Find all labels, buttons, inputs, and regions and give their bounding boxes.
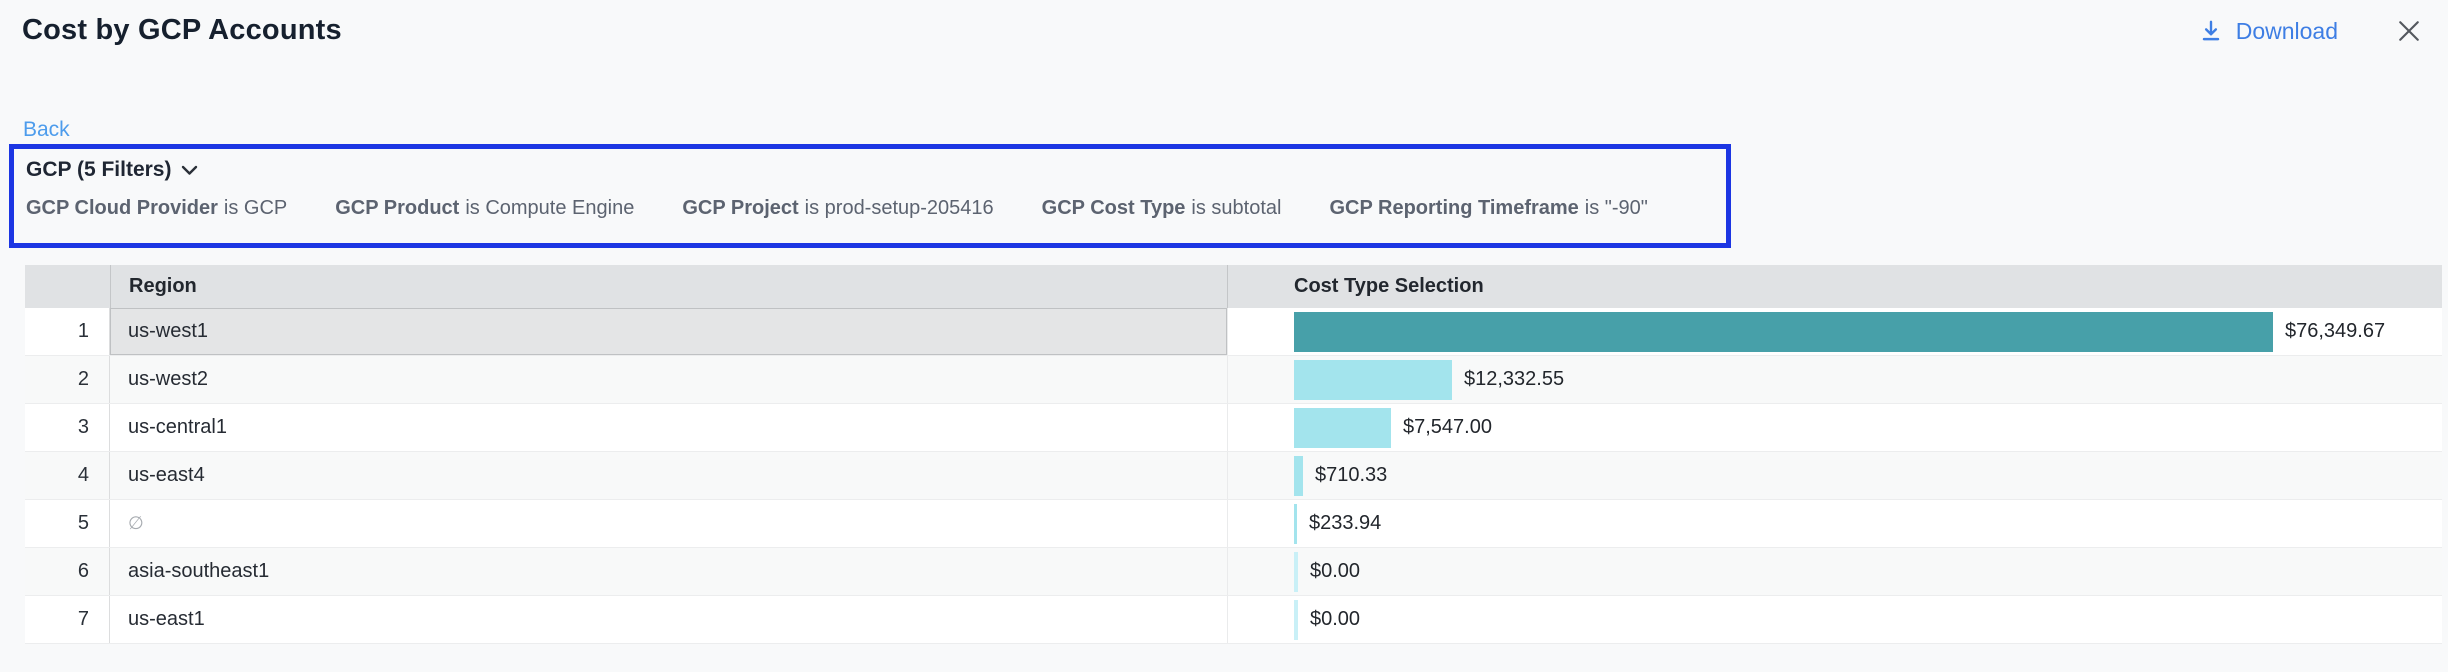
row-index: 4	[25, 452, 110, 499]
table-row[interactable]: 3 us-central1 $7,547.00	[25, 404, 2442, 452]
row-index: 7	[25, 596, 110, 643]
row-index: 6	[25, 548, 110, 595]
close-icon	[2399, 21, 2419, 41]
region-cell[interactable]: us-west1	[110, 308, 1227, 355]
region-cell[interactable]: us-west2	[128, 368, 209, 390]
cost-cell: $12,332.55	[1227, 356, 2442, 403]
filter-list: GCP Cloud Provider is GCP GCP Product is Co…	[26, 197, 1714, 220]
filter-chip[interactable]: GCP Reporting Timeframe is "-90"	[1329, 197, 1648, 219]
filter-chip[interactable]: GCP Cloud Provider is GCP	[26, 197, 288, 219]
cost-bar	[1294, 551, 1298, 592]
row-index: 3	[25, 404, 110, 451]
cost-cell: $7,547.00	[1227, 404, 2442, 451]
cost-bar	[1294, 455, 1303, 496]
filter-chip[interactable]: GCP Product is Compute Engine	[335, 197, 635, 219]
cost-value: $710.33	[1315, 464, 1388, 486]
table-row[interactable]: 1 us-west1 $76,349.67	[25, 308, 2442, 356]
back-link[interactable]: Back	[23, 118, 70, 141]
chevron-down-icon	[182, 165, 198, 175]
cost-bar	[1294, 503, 1297, 544]
filter-chip[interactable]: GCP Cost Type is subtotal	[1041, 197, 1282, 219]
region-cell[interactable]: us-east1	[128, 608, 205, 630]
column-header-region[interactable]: Region	[110, 265, 1227, 308]
top-actions: Download	[2198, 16, 2424, 46]
cost-bar	[1294, 599, 1298, 640]
filters-highlight-box: GCP (5 Filters) GCP Cloud Provider is GCP…	[9, 144, 1731, 248]
filter-chip-label: GCP Cost Type	[1041, 197, 1186, 219]
filter-chip-label: GCP Product	[335, 197, 460, 219]
row-index: 1	[25, 308, 110, 355]
column-header-cost-type-selection[interactable]: Cost Type Selection	[1227, 265, 2442, 308]
region-cell[interactable]: asia-southeast1	[128, 560, 270, 582]
cost-value: $76,349.67	[2285, 320, 2386, 342]
filter-chip-label: GCP Cloud Provider	[26, 197, 218, 219]
region-cell[interactable]: ∅	[128, 513, 144, 533]
filter-group-label: GCP (5 Filters)	[26, 158, 172, 181]
cost-value: $0.00	[1310, 560, 1361, 582]
cost-cell: $233.94	[1227, 500, 2442, 547]
filter-chip-label: GCP Project	[682, 197, 799, 219]
table-row[interactable]: 6 asia-southeast1 $0.00	[25, 548, 2442, 596]
row-index: 2	[25, 356, 110, 403]
cost-bar	[1294, 311, 2273, 352]
table-body: 1 us-west1 $76,349.67 2 us-west2 $12,332.55 3 u…	[25, 308, 2442, 644]
table-header-row: Region Cost Type Selection	[25, 265, 2442, 308]
filter-group-toggle[interactable]: GCP (5 Filters)	[26, 158, 198, 182]
table-row[interactable]: 2 us-west2 $12,332.55	[25, 356, 2442, 404]
row-index: 5	[25, 500, 110, 547]
table-row[interactable]: 7 us-east1 $0.00	[25, 596, 2442, 644]
region-cell[interactable]: us-east4	[128, 464, 205, 486]
download-label: Download	[2235, 17, 2338, 44]
table-row[interactable]: 4 us-east4 $710.33	[25, 452, 2442, 500]
cost-bar	[1294, 359, 1452, 400]
cost-bar	[1294, 407, 1391, 448]
cost-value: $233.94	[1309, 512, 1382, 534]
region-cell[interactable]: us-central1	[128, 416, 227, 438]
table-row[interactable]: 5 ∅ $233.94	[25, 500, 2442, 548]
column-header-index	[25, 265, 110, 308]
cost-cell: $0.00	[1227, 548, 2442, 595]
cost-table: Region Cost Type Selection 1 us-west1 $76,…	[25, 265, 2442, 644]
cost-value: $7,547.00	[1403, 416, 1492, 438]
cost-cell: $710.33	[1227, 452, 2442, 499]
filter-chip[interactable]: GCP Project is prod-setup-205416	[682, 197, 994, 219]
cost-cell: $76,349.67	[1227, 308, 2442, 355]
cost-value: $0.00	[1310, 608, 1361, 630]
close-button[interactable]	[2394, 16, 2424, 46]
filter-chip-label: GCP Reporting Timeframe	[1329, 197, 1579, 219]
download-icon	[2202, 20, 2219, 41]
cost-value: $12,332.55	[1464, 368, 1565, 390]
cost-cell: $0.00	[1227, 596, 2442, 643]
download-button[interactable]: Download	[2198, 18, 2338, 45]
page-title: Cost by GCP Accounts	[22, 14, 342, 46]
